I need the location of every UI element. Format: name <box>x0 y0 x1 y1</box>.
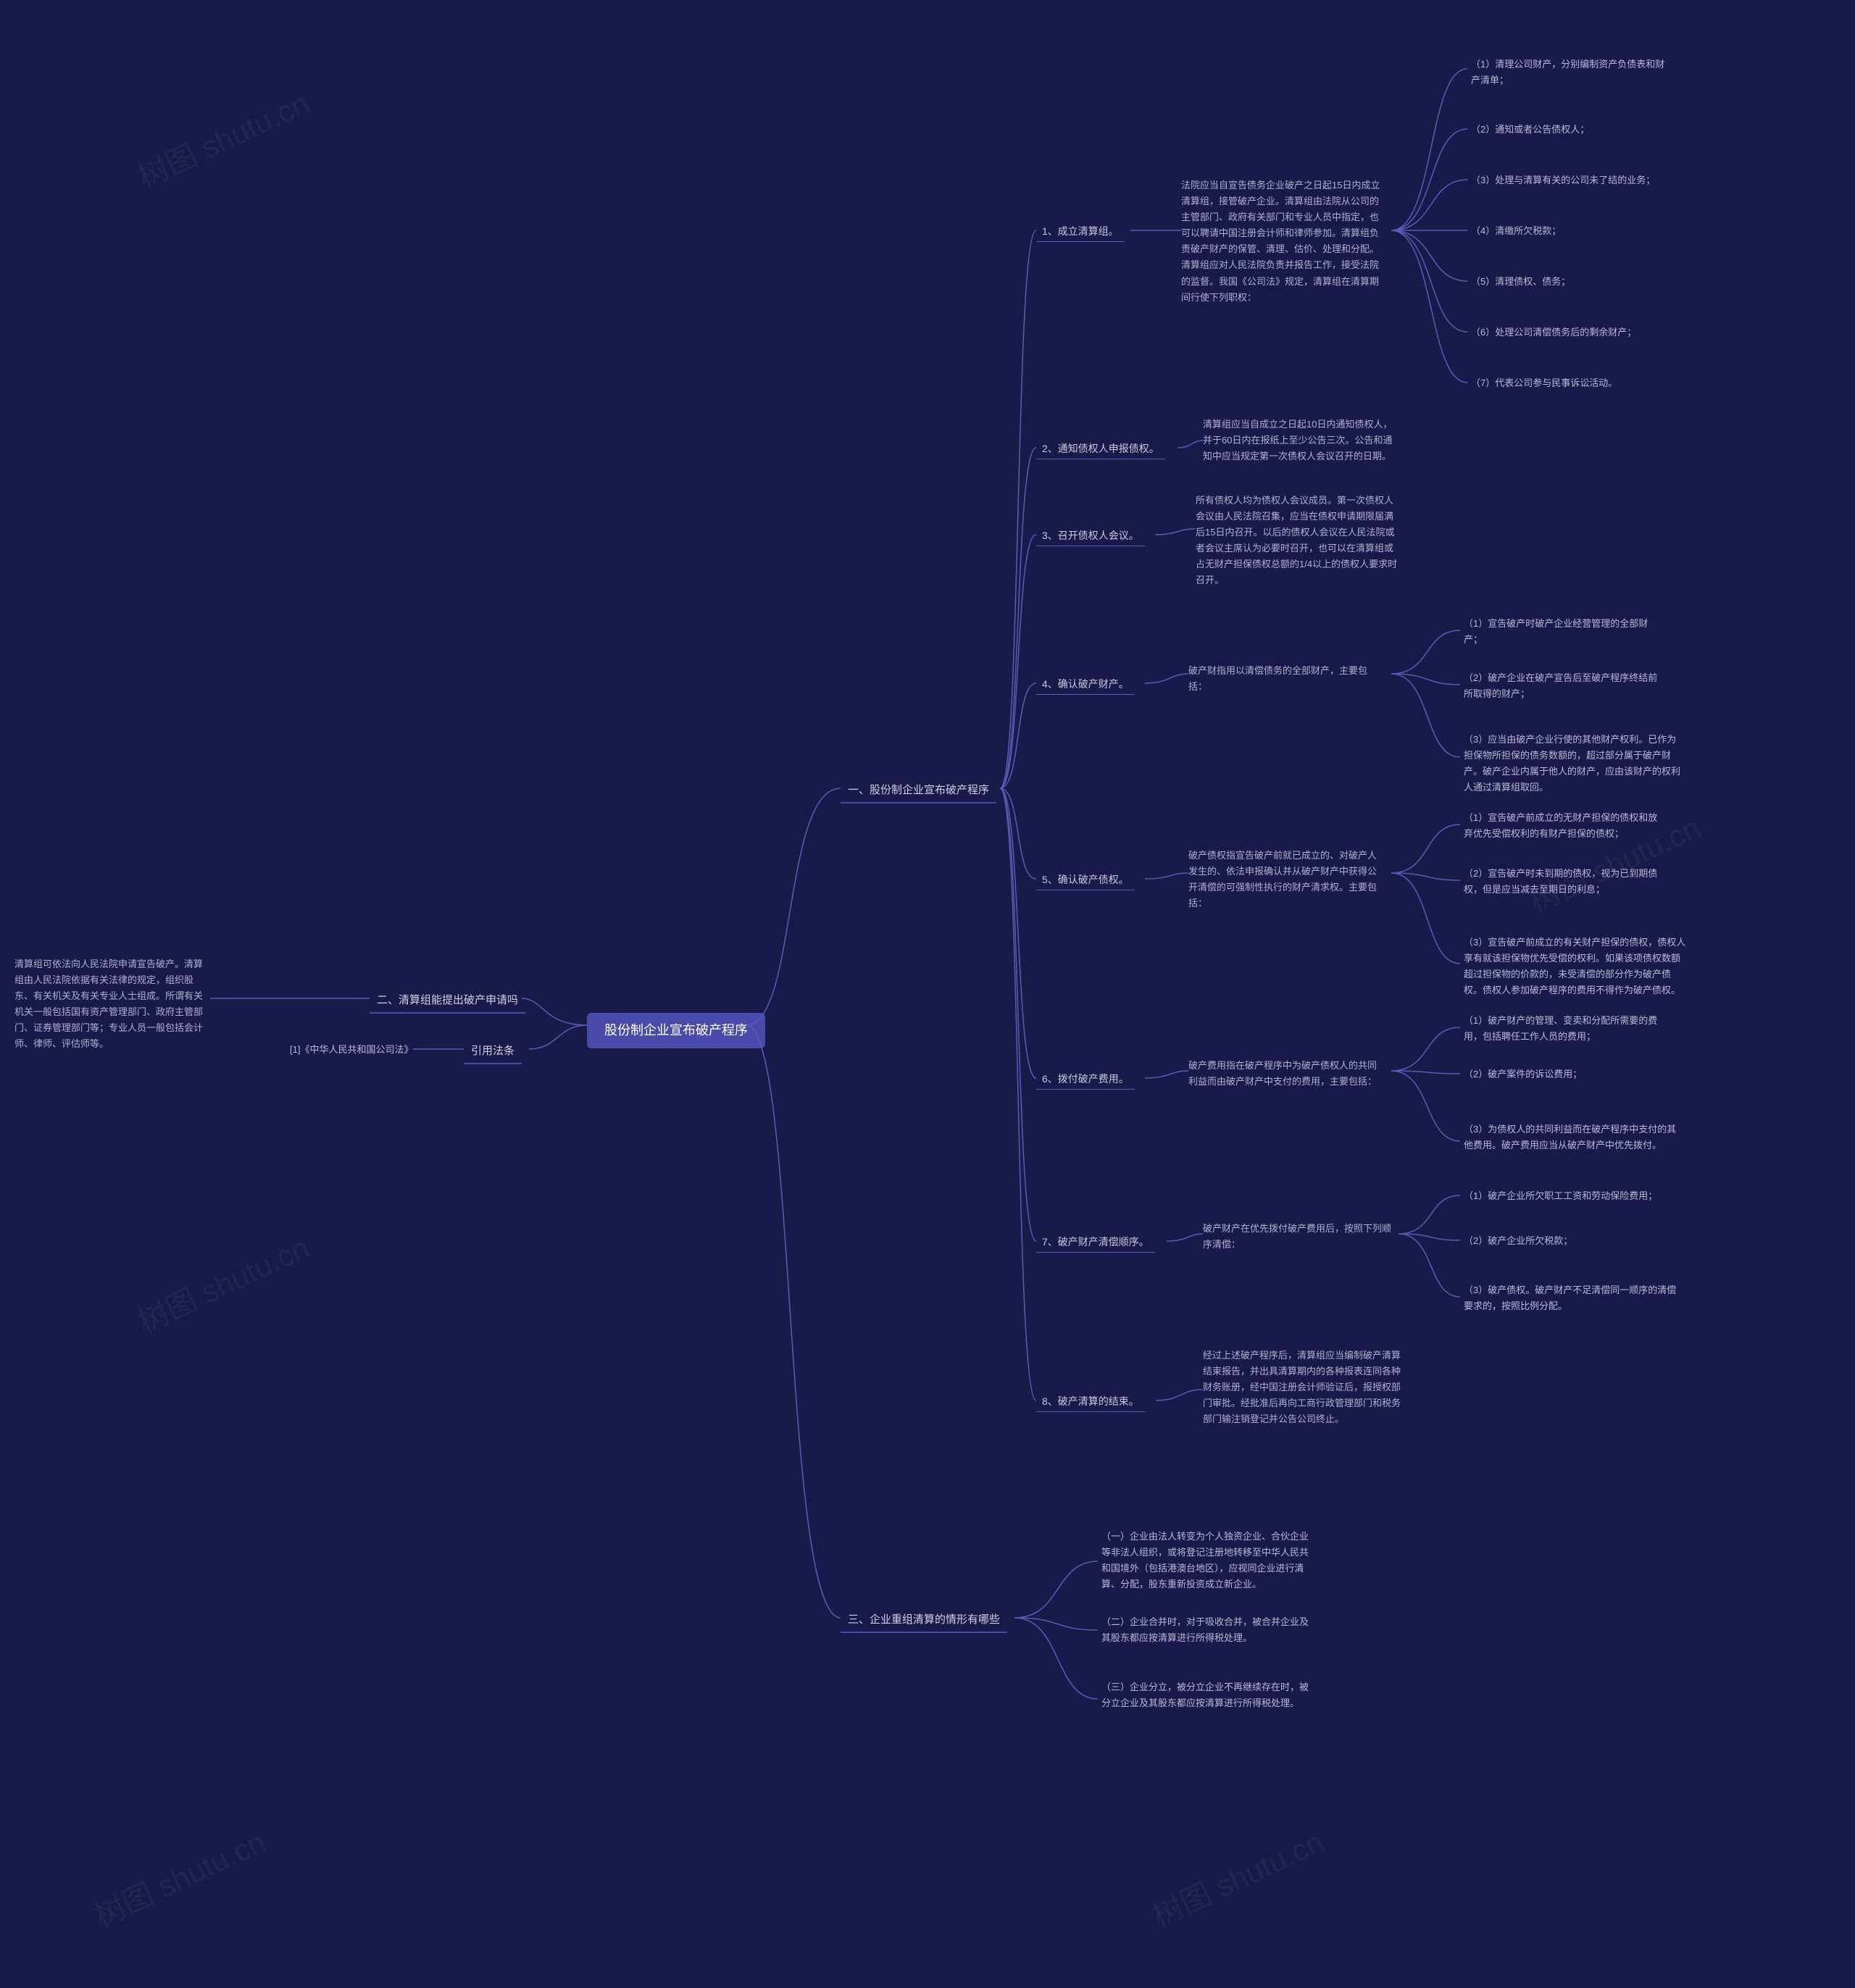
item-8: 8、破产清算的结束。 <box>1036 1391 1145 1412</box>
item-7-desc: 破产财产在优先拨付破产费用后，按照下列顺序清偿： <box>1203 1221 1391 1253</box>
item-3: 3、召开债权人会议。 <box>1036 525 1145 546</box>
ref-item: [1]《中华人民共和国公司法》 <box>290 1042 413 1058</box>
watermark: 树图 shutu.cn <box>130 1224 315 1342</box>
watermark: 树图 shutu.cn <box>86 1818 272 1936</box>
branch-2-desc: 清算组可依法向人民法院申请宣告破产。清算组由人民法院依据有关法律的规定，组织股东… <box>14 956 203 1053</box>
item-7-child-1: （1）破产企业所欠职工工资和劳动保险费用； <box>1464 1188 1657 1204</box>
item-2-desc: 清算组应当自成立之日起10日内通知债权人，并于60日内在报纸上至少公告三次。公告… <box>1203 417 1398 464</box>
item-1-child-3: （3）处理与清算有关的公司未了结的业务； <box>1471 172 1655 188</box>
item-1: 1、成立清算组。 <box>1036 221 1125 242</box>
item-1-child-5: （5）清理债权、债务； <box>1471 274 1570 290</box>
branch-3: 三、企业重组清算的情形有哪些 <box>841 1608 1007 1633</box>
item-1-child-1: （1）清理公司财产，分别编制资产负债表和财产清单； <box>1471 57 1674 88</box>
item-5: 5、确认破产债权。 <box>1036 869 1135 890</box>
item-4-child-1: （1）宣告破产时破产企业经营管理的全部财产； <box>1464 616 1667 648</box>
branch-3-item-2: （二）企业合并时，对于吸收合并，被合并企业及其股东都应按清算进行所得税处理。 <box>1101 1614 1312 1646</box>
item-3-desc: 所有债权人均为债权人会议成员。第一次债权人会议由人民法院召集，应当在债权申请期限… <box>1196 493 1398 589</box>
branch-3-item-3: （三）企业分立，被分立企业不再继续存在时，被分立企业及其股东都应按清算进行所得税… <box>1101 1679 1312 1711</box>
root-node: 股份制企业宣布破产程序 <box>587 1013 765 1048</box>
item-7-child-3: （3）破产债权。破产财产不足清偿同一顺序的清偿要求的，按照比例分配。 <box>1464 1282 1681 1314</box>
item-6: 6、拨付破产费用。 <box>1036 1069 1135 1090</box>
item-6-child-1: （1）破产财产的管理、变卖和分配所需要的费用，包括聘任工作人员的费用； <box>1464 1013 1667 1045</box>
item-5-child-2: （2）宣告破产时未到期的债权，视为已到期债权，但是应当减去至期日的利息； <box>1464 866 1667 898</box>
item-1-desc: 法院应当自宣告债务企业破产之日起15日内成立清算组，接管破产企业。清算组由法院从… <box>1181 178 1384 306</box>
item-6-child-2: （2）破产案件的诉讼费用； <box>1464 1066 1582 1082</box>
item-4-child-3: （3）应当由破产企业行使的其他财产权利。已作为担保物所担保的债务数额的，超过部分… <box>1464 732 1681 795</box>
item-5-child-1: （1）宣告破产前成立的无财产担保的债权和放弃优先受偿权利的有财产担保的债权； <box>1464 810 1667 842</box>
item-7: 7、破产财产清偿顺序。 <box>1036 1232 1155 1253</box>
branch-3-item-1: （一）企业由法人转变为个人独资企业、合伙企业等非法人组织，或将登记注册地转移至中… <box>1101 1529 1312 1592</box>
item-4-child-2: （2）破产企业在破产宣告后至破产程序终结前所取得的财产； <box>1464 670 1667 702</box>
item-1-child-6: （6）处理公司清偿债务后的剩余财产； <box>1471 325 1636 341</box>
item-5-child-3: （3）宣告破产前成立的有关财产担保的债权，债权人享有就该担保物优先受偿的权利。如… <box>1464 935 1688 998</box>
watermark: 树图 shutu.cn <box>1144 1818 1330 1936</box>
watermark: 树图 shutu.cn <box>130 79 315 197</box>
item-4: 4、确认破产财产。 <box>1036 674 1135 695</box>
item-1-child-7: （7）代表公司参与民事诉讼活动。 <box>1471 375 1617 391</box>
branch-1: 一、股份制企业宣布破产程序 <box>841 779 996 803</box>
item-1-child-2: （2）通知或者公告债权人； <box>1471 122 1589 138</box>
item-6-child-3: （3）为债权人的共同利益而在破产程序中支付的其他费用。破产费用应当从破产财产中优… <box>1464 1122 1681 1153</box>
item-7-child-2: （2）破产企业所欠税款； <box>1464 1233 1572 1249</box>
branch-ref: 引用法条 <box>464 1040 522 1064</box>
branch-2: 二、清算组能提出破产申请吗 <box>370 989 525 1014</box>
item-8-desc: 经过上述破产程序后，清算组应当编制破产清算结束报告，并出具清算期内的各种报表连同… <box>1203 1348 1406 1427</box>
item-1-child-4: （4）清缴所欠税款； <box>1471 223 1561 239</box>
item-2: 2、通知债权人申报债权。 <box>1036 438 1165 459</box>
item-5-desc: 破产债权指宣告破产前就已成立的、对破产人发生的、依法申报确认并从破产财产中获得公… <box>1188 848 1384 911</box>
item-6-desc: 破产费用指在破产程序中为破产债权人的共同利益而由破产财产中支付的费用，主要包括： <box>1188 1058 1384 1090</box>
item-4-desc: 破产财指用以清偿债务的全部财产，主要包括： <box>1188 663 1384 695</box>
